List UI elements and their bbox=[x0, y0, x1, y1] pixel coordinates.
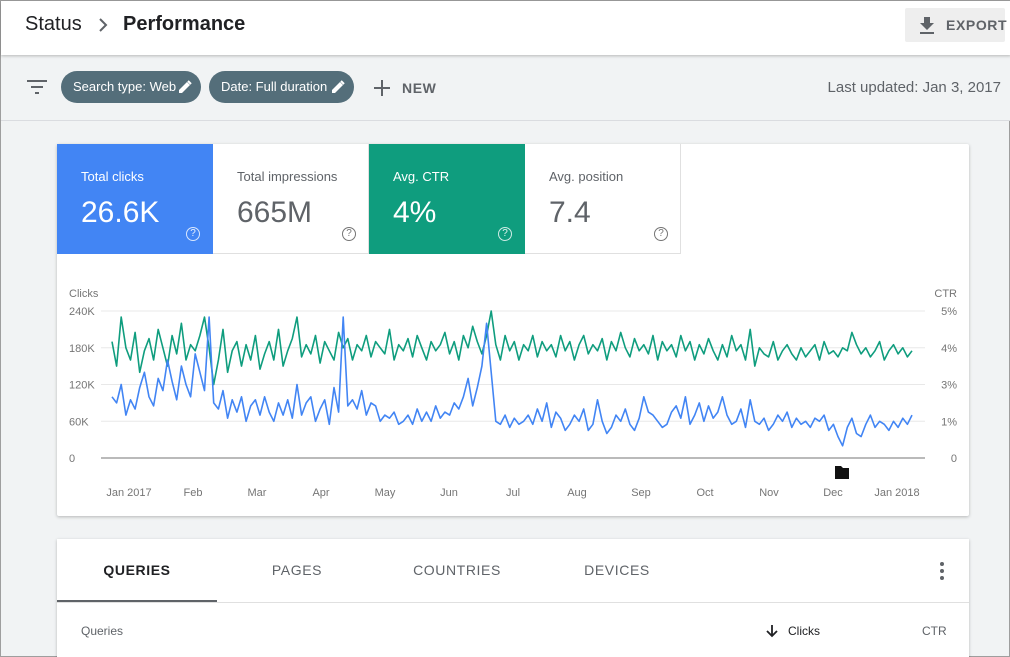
y-left-tick-label: 180K bbox=[69, 343, 95, 355]
x-tick-label: Jul bbox=[506, 487, 520, 499]
x-tick-label: Nov bbox=[759, 487, 779, 499]
edit-pencil-icon bbox=[332, 80, 345, 93]
results-table-card: QUERIES PAGES COUNTRIES DEVICES Queries … bbox=[57, 539, 969, 657]
metric-label: Total impressions bbox=[237, 169, 338, 184]
metric-label: Avg. CTR bbox=[393, 169, 450, 184]
arrow-down-icon bbox=[766, 625, 778, 638]
column-header-queries[interactable]: Queries bbox=[81, 624, 124, 638]
tab-devices[interactable]: DEVICES bbox=[584, 562, 650, 578]
y-right-tick-label: 1% bbox=[941, 416, 957, 428]
new-filter-label: NEW bbox=[402, 80, 437, 96]
y-right-axis-title: CTR bbox=[934, 288, 957, 300]
y-right-tick-label: 4% bbox=[941, 343, 957, 355]
help-icon[interactable]: ? bbox=[186, 227, 200, 241]
y-left-tick-label: 240K bbox=[69, 306, 95, 318]
y-left-tick-label: 60K bbox=[69, 416, 89, 428]
x-tick-label: Feb bbox=[184, 487, 203, 499]
performance-chart-card: Clicks CTR 240K 5% 180K 4% 120K 3% 60K 1% 0 0 Jan 20… bbox=[57, 144, 969, 516]
x-tick-label: Sep bbox=[631, 487, 651, 499]
performance-chart: Clicks CTR 240K 5% 180K 4% 120K 3% 60K 1% 0 0 Jan 20… bbox=[69, 288, 957, 499]
x-tick-label: Aug bbox=[567, 487, 587, 499]
metric-value: 7.4 bbox=[549, 196, 591, 229]
metric-value: 26.6K bbox=[81, 196, 160, 229]
chevron-right-icon bbox=[99, 18, 108, 32]
x-tick-label: May bbox=[375, 487, 396, 499]
y-right-tick-label: 3% bbox=[941, 380, 957, 392]
series-line bbox=[111, 310, 913, 386]
last-updated-text: Last updated: Jan 3, 2017 bbox=[827, 79, 1001, 96]
top-bar: Status Performance EXPORT bbox=[1, 1, 1010, 55]
filter-bar: Search type: Web Date: Full duration NEW… bbox=[1, 55, 1010, 121]
download-icon bbox=[920, 17, 934, 34]
tab-pages[interactable]: PAGES bbox=[271, 562, 323, 578]
export-button[interactable]: EXPORT bbox=[905, 8, 1008, 42]
x-tick-label: Jan 2017 bbox=[106, 487, 151, 499]
date-chip-label: Date: Full duration bbox=[221, 79, 328, 94]
x-tick-label: Oct bbox=[696, 487, 713, 499]
metric-avg-position[interactable]: Avg. position 7.4 ? bbox=[525, 144, 681, 254]
y-left-tick-label: 120K bbox=[69, 380, 95, 392]
x-tick-label: Jun bbox=[440, 487, 458, 499]
export-label: EXPORT bbox=[946, 17, 1008, 33]
tab-countries[interactable]: COUNTRIES bbox=[413, 562, 501, 578]
series-line bbox=[111, 316, 913, 447]
tab-queries[interactable]: QUERIES bbox=[57, 539, 217, 602]
column-header-ctr[interactable]: CTR bbox=[922, 624, 947, 638]
y-right-tick-label: 5% bbox=[941, 306, 957, 318]
annotation-marker-icon bbox=[835, 466, 849, 479]
x-tick-label: Dec bbox=[823, 487, 843, 499]
tabs-divider bbox=[57, 602, 969, 603]
metric-label: Avg. position bbox=[549, 169, 624, 184]
metric-avg-ctr[interactable]: Avg. CTR 4% ? bbox=[369, 144, 525, 254]
page-title: Performance bbox=[123, 13, 246, 35]
help-icon[interactable]: ? bbox=[654, 227, 668, 241]
y-right-tick-label: 0 bbox=[951, 453, 957, 465]
help-icon[interactable]: ? bbox=[498, 227, 512, 241]
search-type-chip[interactable]: Search type: Web bbox=[61, 71, 201, 103]
y-left-axis-title: Clicks bbox=[69, 288, 99, 300]
search-type-chip-label: Search type: Web bbox=[73, 79, 177, 94]
metric-label: Total clicks bbox=[81, 169, 144, 184]
breadcrumb-status[interactable]: Status bbox=[25, 13, 82, 35]
x-tick-label: Jan 2018 bbox=[874, 487, 919, 499]
metric-total-impressions[interactable]: Total impressions 665M ? bbox=[213, 144, 369, 254]
x-tick-label: Mar bbox=[248, 487, 267, 499]
x-tick-label: Apr bbox=[312, 487, 329, 499]
edit-pencil-icon bbox=[179, 80, 192, 93]
filter-icon[interactable] bbox=[27, 79, 47, 95]
plus-icon bbox=[374, 80, 390, 96]
y-left-tick-label: 0 bbox=[69, 453, 75, 465]
metric-value: 4% bbox=[393, 196, 437, 229]
metric-value: 665M bbox=[237, 196, 313, 229]
date-chip[interactable]: Date: Full duration bbox=[209, 71, 354, 103]
more-vert-icon[interactable] bbox=[937, 561, 947, 581]
clicks-header-label: Clicks bbox=[788, 624, 820, 638]
help-icon[interactable]: ? bbox=[342, 227, 356, 241]
metric-total-clicks[interactable]: Total clicks 26.6K ? bbox=[57, 144, 213, 254]
